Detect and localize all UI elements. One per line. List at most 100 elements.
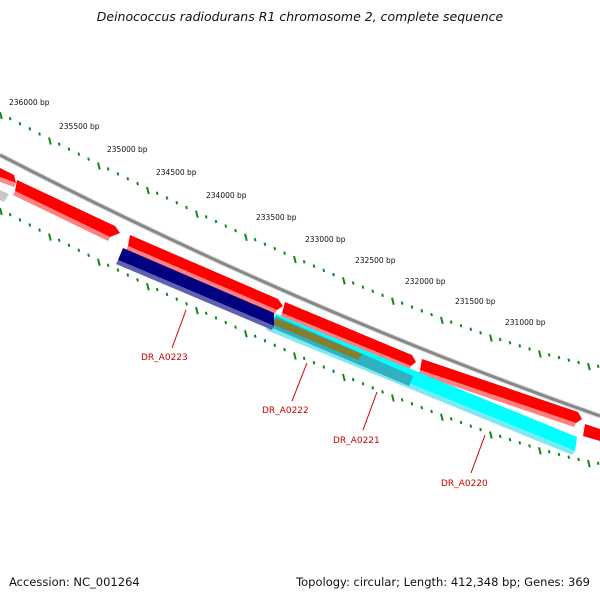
forward-feature-shadow [13, 191, 110, 241]
ruler-label: 234500 bp [156, 168, 197, 177]
gene-label[interactable]: DR_A0223 [141, 353, 188, 363]
minor-tick [410, 402, 414, 406]
minor-tick [577, 457, 580, 462]
minor-tick [67, 243, 71, 248]
minor-tick [371, 289, 375, 293]
major-tick [244, 233, 248, 241]
map-title: Deinococcus radiodurans R1 chromosome 2,… [96, 9, 504, 24]
minor-tick [567, 358, 571, 362]
minor-tick [283, 251, 286, 255]
gene-label[interactable]: DR_A0220 [441, 479, 488, 489]
minor-tick [371, 386, 375, 390]
ruler-label: 235000 bp [107, 145, 148, 154]
forward-feature[interactable] [128, 235, 283, 310]
minor-tick [106, 263, 110, 267]
minor-tick [165, 292, 169, 297]
ruler-label: 234000 bp [206, 191, 247, 200]
minor-tick [547, 450, 551, 454]
reverse-feature-track[interactable] [116, 248, 577, 455]
minor-tick [420, 309, 424, 313]
major-tick [48, 233, 52, 241]
backbone-line [0, 152, 600, 419]
minor-tick [312, 264, 316, 268]
minor-tick [38, 132, 41, 136]
ruler-label: 232500 bp [355, 256, 396, 265]
minor-tick [106, 167, 110, 171]
forward-feature[interactable] [0, 168, 16, 183]
forward-feature-shadow [126, 246, 277, 314]
accession-text: Accession: NC_001264 [9, 575, 140, 589]
major-tick [146, 282, 150, 291]
minor-tick [57, 238, 61, 242]
partial-feature-grey [0, 190, 9, 202]
minor-tick [136, 181, 139, 186]
minor-tick [430, 409, 433, 414]
minor-tick [224, 224, 228, 228]
gene-dr-a0222[interactable] [272, 318, 362, 360]
minor-tick [175, 297, 179, 301]
forward-feature[interactable] [420, 359, 582, 423]
minor-tick [204, 215, 208, 219]
minor-tick [557, 355, 561, 360]
minor-tick [155, 191, 159, 195]
minor-tick [253, 237, 257, 242]
minor-tick [420, 405, 424, 410]
ruler-label: 236000 bp [9, 98, 50, 107]
minor-tick [479, 427, 482, 432]
minor-tick [253, 334, 257, 338]
minor-tick [283, 347, 286, 352]
minor-tick [596, 461, 600, 466]
gene-label[interactable]: DR_A0221 [333, 436, 380, 446]
major-tick [538, 447, 542, 455]
minor-tick [469, 327, 473, 331]
minor-tick [459, 323, 463, 328]
minor-tick [381, 390, 384, 394]
minor-tick [351, 377, 355, 382]
minor-tick [8, 212, 12, 217]
minor-tick [322, 365, 326, 369]
major-tick [97, 162, 101, 170]
minor-tick [87, 157, 90, 161]
minor-tick [479, 330, 482, 335]
forward-feature-shadow [0, 177, 16, 187]
minor-tick [8, 116, 12, 121]
minor-tick [116, 268, 120, 272]
minor-tick [57, 142, 61, 146]
gene-dr-a0223[interactable] [118, 248, 274, 326]
minor-tick [361, 382, 365, 386]
minor-tick [28, 127, 32, 131]
gene-dr-a0223-shadow [116, 260, 274, 330]
forward-feature[interactable] [282, 302, 416, 366]
ruler-label: 233500 bp [256, 213, 297, 222]
major-tick [342, 277, 346, 285]
gene-label[interactable]: DR_A0222 [262, 406, 309, 416]
minor-tick [410, 305, 414, 309]
minor-tick [312, 360, 316, 365]
minor-tick [87, 253, 90, 258]
minor-tick [557, 452, 561, 457]
forward-feature[interactable] [583, 424, 600, 441]
major-tick [195, 210, 199, 218]
gene-leader-lines [171, 309, 486, 474]
minor-tick [28, 223, 32, 227]
minor-tick [498, 337, 502, 342]
minor-tick [430, 312, 433, 317]
topology-summary-text: Topology: circular; Length: 412,348 bp; … [296, 575, 590, 589]
major-tick [391, 297, 395, 305]
minor-tick [508, 341, 512, 345]
minor-tick [322, 268, 326, 273]
forward-feature-track[interactable] [0, 168, 600, 441]
minor-tick [126, 177, 130, 181]
minor-tick [518, 441, 522, 445]
minor-tick [116, 172, 120, 176]
minor-tick [165, 196, 169, 200]
minor-tick [547, 353, 551, 357]
minor-tick [528, 444, 531, 448]
minor-tick [67, 147, 71, 151]
major-tick [489, 431, 493, 439]
forward-feature[interactable] [15, 180, 120, 237]
minor-tick [400, 398, 404, 402]
outer-tick-row [0, 111, 600, 371]
